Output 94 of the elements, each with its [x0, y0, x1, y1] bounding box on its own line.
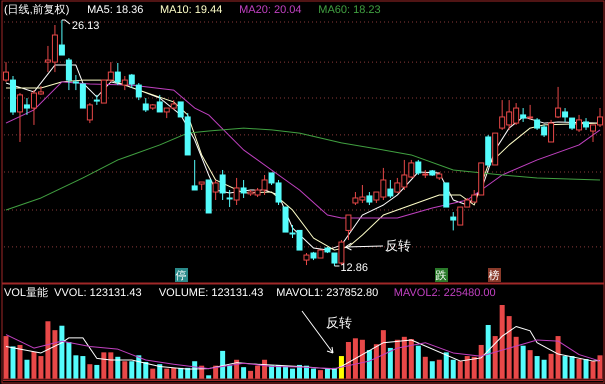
bar — [556, 336, 561, 379]
annotation: 反转 — [385, 238, 411, 253]
bar — [310, 368, 316, 379]
text: MA10: 19.44 — [160, 4, 222, 16]
bar — [520, 346, 526, 379]
candlestick — [72, 74, 79, 91]
bar — [94, 364, 100, 379]
bar — [59, 326, 64, 379]
bar — [143, 362, 148, 379]
bar — [576, 359, 582, 379]
bar — [129, 361, 134, 379]
candlestick — [226, 189, 233, 208]
bar — [352, 338, 358, 379]
bar — [150, 368, 156, 379]
candlestick — [220, 169, 226, 201]
text: MA20: 20.04 — [239, 4, 302, 16]
text: VVOL: 123131.43 — [54, 287, 142, 299]
chart-title: (日线,前复权) — [4, 3, 70, 16]
bar — [31, 352, 36, 379]
bar — [122, 361, 128, 379]
annotation: 26.13 — [72, 20, 100, 32]
bar — [115, 356, 120, 379]
bar — [534, 356, 540, 379]
bar — [590, 361, 596, 379]
bar — [598, 355, 602, 379]
bar — [248, 370, 254, 379]
text: MA5: 18.36 — [87, 4, 144, 16]
annotation: 12.86 — [340, 262, 368, 274]
bar — [45, 321, 50, 379]
bar — [360, 340, 365, 379]
bar — [38, 356, 44, 379]
bar — [472, 356, 477, 379]
bar — [227, 366, 232, 379]
bar — [388, 348, 393, 379]
bar — [542, 360, 547, 379]
bar — [514, 336, 519, 379]
bar — [528, 350, 533, 379]
bar — [171, 368, 176, 379]
bar — [318, 370, 323, 379]
bar — [255, 366, 260, 379]
candlestick — [24, 98, 30, 116]
bar — [500, 305, 505, 379]
bar — [416, 346, 421, 379]
bar — [402, 336, 407, 379]
text: 停 — [176, 270, 186, 282]
text: 跌 — [436, 270, 446, 282]
bar — [241, 367, 246, 379]
bar — [464, 356, 470, 379]
bar — [478, 344, 484, 379]
text: MAVOL2: 225480.00 — [394, 287, 496, 299]
bar — [87, 364, 92, 379]
bar — [220, 350, 226, 379]
bar — [562, 356, 568, 379]
bar — [17, 344, 22, 379]
bar — [408, 339, 414, 379]
bar — [66, 342, 72, 379]
bar — [4, 336, 8, 379]
bar — [324, 368, 330, 379]
bar — [394, 340, 400, 379]
bar — [52, 330, 58, 379]
annotation: 反转 — [326, 315, 352, 330]
bar — [486, 324, 491, 379]
bar — [584, 359, 589, 379]
bar — [458, 361, 463, 379]
bar — [380, 330, 386, 379]
bar — [108, 352, 114, 379]
bar — [157, 364, 162, 379]
bar — [492, 336, 498, 379]
bar — [366, 350, 372, 379]
bar — [430, 361, 435, 379]
text: 榜 — [488, 269, 500, 282]
bar — [73, 355, 78, 379]
bar — [436, 360, 442, 379]
bar — [346, 342, 351, 379]
text: MA60: 18.23 — [318, 4, 381, 16]
bar — [506, 316, 512, 379]
candlestick — [240, 179, 247, 198]
candlestick — [450, 212, 456, 231]
text: MAVOL1: 237852.80 — [276, 287, 378, 299]
bar — [80, 356, 86, 379]
candlestick — [234, 177, 240, 206]
bar — [338, 356, 344, 379]
bar — [570, 356, 575, 379]
chart-title: VOL量能 — [4, 286, 48, 299]
bar — [10, 346, 16, 379]
bar — [269, 366, 274, 379]
text: VOLUME: 123131.43 — [158, 287, 264, 299]
bar — [101, 352, 106, 379]
bar — [164, 368, 170, 379]
bar — [422, 356, 428, 379]
bar — [24, 360, 30, 379]
bar — [548, 354, 554, 379]
bar — [374, 344, 379, 379]
bar — [290, 368, 296, 379]
